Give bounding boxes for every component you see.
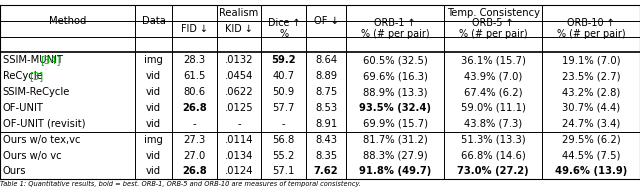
- Text: 88.9% (13.3): 88.9% (13.3): [363, 87, 428, 97]
- Text: .0114: .0114: [225, 135, 253, 145]
- Text: Table 1: Quantitative results, bold = best. ORB-1, ORB-5 and ORB-10 are measures: Table 1: Quantitative results, bold = be…: [0, 181, 361, 187]
- Text: 8.89: 8.89: [315, 71, 337, 81]
- Text: Ours w/o tex,vc: Ours w/o tex,vc: [3, 135, 80, 145]
- Text: 81.7% (31.2): 81.7% (31.2): [363, 135, 428, 145]
- Text: KID ↓: KID ↓: [225, 24, 253, 34]
- Text: OF-UNIT: OF-UNIT: [3, 103, 44, 113]
- Text: .0132: .0132: [225, 55, 253, 65]
- Text: -: -: [193, 119, 196, 129]
- Text: .0125: .0125: [225, 103, 253, 113]
- Text: 57.1: 57.1: [273, 166, 295, 176]
- Text: 91.8% (49.7): 91.8% (49.7): [359, 166, 431, 176]
- Text: ReCycle: ReCycle: [3, 71, 45, 81]
- Text: OF ↓: OF ↓: [314, 16, 339, 26]
- Text: 26.8: 26.8: [182, 166, 207, 176]
- Text: 24.7% (3.4): 24.7% (3.4): [562, 119, 620, 129]
- Text: 69.6% (16.3): 69.6% (16.3): [363, 71, 428, 81]
- Text: 43.8% (7.3): 43.8% (7.3): [464, 119, 522, 129]
- Text: 93.5% (32.4): 93.5% (32.4): [359, 103, 431, 113]
- Text: vid: vid: [146, 87, 161, 97]
- Text: 27.3: 27.3: [183, 135, 205, 145]
- Text: Realism: Realism: [220, 8, 259, 18]
- Text: 88.3% (27.9): 88.3% (27.9): [363, 151, 428, 161]
- Text: vid: vid: [146, 71, 161, 81]
- Text: 23.5% (2.7): 23.5% (2.7): [562, 71, 620, 81]
- Text: 8.35: 8.35: [315, 151, 337, 161]
- Text: vid: vid: [146, 166, 161, 176]
- Text: img: img: [144, 135, 163, 145]
- Text: .0622: .0622: [225, 87, 253, 97]
- Text: vid: vid: [146, 103, 161, 113]
- Text: 60.5% (32.5): 60.5% (32.5): [363, 55, 428, 65]
- Text: 30.7% (4.4): 30.7% (4.4): [562, 103, 620, 113]
- Text: 59.2: 59.2: [271, 55, 296, 65]
- Text: Method: Method: [49, 16, 86, 26]
- Text: OF-UNIT (revisit): OF-UNIT (revisit): [3, 119, 85, 129]
- Text: -: -: [282, 119, 285, 129]
- Text: 55.2: 55.2: [273, 151, 295, 161]
- Text: .0124: .0124: [225, 166, 253, 176]
- Text: 43.2% (2.8): 43.2% (2.8): [562, 87, 620, 97]
- Text: 27.0: 27.0: [183, 151, 205, 161]
- Text: 80.6: 80.6: [183, 87, 205, 97]
- Text: Temp. Consistency: Temp. Consistency: [447, 8, 540, 18]
- Text: Dice ↑
%: Dice ↑ %: [268, 18, 300, 39]
- Text: vid: vid: [146, 151, 161, 161]
- Text: 8.53: 8.53: [315, 103, 337, 113]
- Text: 43.9% (7.0): 43.9% (7.0): [464, 71, 522, 81]
- Text: SSIM-ReCycle: SSIM-ReCycle: [3, 87, 70, 97]
- Text: 36.1% (15.7): 36.1% (15.7): [461, 55, 525, 65]
- Text: FID ↓: FID ↓: [181, 24, 208, 34]
- Text: ORB-1 ↑
% (# per pair): ORB-1 ↑ % (# per pair): [361, 18, 429, 39]
- Text: 61.5: 61.5: [183, 71, 205, 81]
- Text: 59.0% (11.1): 59.0% (11.1): [461, 103, 525, 113]
- Text: 29.5% (6.2): 29.5% (6.2): [562, 135, 620, 145]
- Text: 66.8% (14.6): 66.8% (14.6): [461, 151, 525, 161]
- Text: vid: vid: [146, 119, 161, 129]
- Text: Ours: Ours: [3, 166, 26, 176]
- Text: 49.6% (13.9): 49.6% (13.9): [555, 166, 627, 176]
- Text: 51.3% (13.3): 51.3% (13.3): [461, 135, 525, 145]
- Text: Ours w/o vc: Ours w/o vc: [3, 151, 61, 161]
- Text: 26.8: 26.8: [182, 103, 207, 113]
- Text: ORB-10 ↑
% (# per pair): ORB-10 ↑ % (# per pair): [557, 18, 625, 39]
- Text: 7.62: 7.62: [314, 166, 339, 176]
- Text: ORB-5 ↑
% (# per pair): ORB-5 ↑ % (# per pair): [459, 18, 527, 39]
- Text: 50.9: 50.9: [273, 87, 295, 97]
- Text: 8.64: 8.64: [315, 55, 337, 65]
- Text: .0454: .0454: [225, 71, 253, 81]
- Text: 44.5% (7.5): 44.5% (7.5): [562, 151, 620, 161]
- Text: 56.8: 56.8: [273, 135, 295, 145]
- Text: 8.43: 8.43: [315, 135, 337, 145]
- Text: SSIM-MUNIT: SSIM-MUNIT: [3, 55, 66, 65]
- Text: 8.91: 8.91: [315, 119, 337, 129]
- Text: 69.9% (15.7): 69.9% (15.7): [363, 119, 428, 129]
- Text: 19.1% (7.0): 19.1% (7.0): [562, 55, 620, 65]
- Text: 8.75: 8.75: [315, 87, 337, 97]
- Text: [34]: [34]: [40, 55, 60, 65]
- Text: 73.0% (27.2): 73.0% (27.2): [458, 166, 529, 176]
- Text: 28.3: 28.3: [183, 55, 205, 65]
- Text: 40.7: 40.7: [273, 71, 295, 81]
- Text: [3]: [3]: [29, 71, 43, 81]
- Text: 57.7: 57.7: [273, 103, 295, 113]
- Text: Data: Data: [141, 16, 165, 26]
- Text: img: img: [144, 55, 163, 65]
- Text: 67.4% (6.2): 67.4% (6.2): [464, 87, 522, 97]
- Text: -: -: [237, 119, 241, 129]
- Text: .0134: .0134: [225, 151, 253, 161]
